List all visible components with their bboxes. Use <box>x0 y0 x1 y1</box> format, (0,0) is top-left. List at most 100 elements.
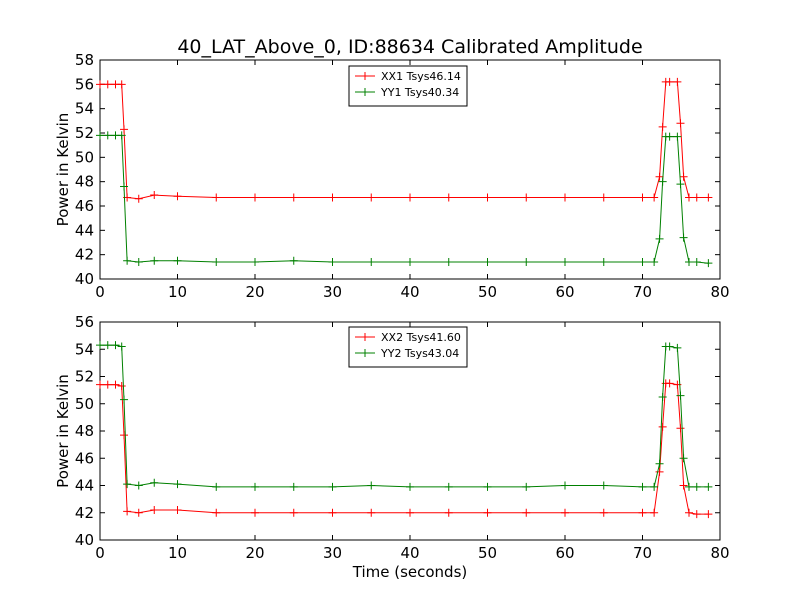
data-point <box>561 257 569 266</box>
y-tick-label: 46 <box>75 449 94 467</box>
data-point <box>704 193 713 202</box>
y-tick-label: 50 <box>75 148 94 166</box>
y-tick-label: 42 <box>75 504 94 522</box>
data-point <box>134 257 143 266</box>
legend-marker <box>361 333 369 341</box>
data-point <box>655 467 664 476</box>
data-point <box>96 80 104 89</box>
data-point <box>406 257 414 266</box>
y-tick-label: 40 <box>75 270 94 288</box>
data-point <box>134 481 143 490</box>
data-point <box>251 257 259 266</box>
y-tick-label: 48 <box>75 173 94 191</box>
data-point <box>103 80 112 89</box>
data-point <box>103 341 112 350</box>
data-point <box>658 422 667 431</box>
series-1 <box>96 379 713 519</box>
x-tick-label: 10 <box>168 544 187 562</box>
series-2 <box>96 131 713 268</box>
legend-label: XX2 Tsys41.60 <box>381 331 461 344</box>
data-point <box>650 193 659 202</box>
data-point <box>120 125 129 134</box>
data-point <box>289 256 298 265</box>
data-point <box>406 508 414 517</box>
data-point <box>685 508 693 517</box>
y-tick-label: 50 <box>75 395 94 413</box>
data-point <box>685 193 693 202</box>
data-point <box>638 193 647 202</box>
data-point <box>650 508 659 517</box>
x-tick-label: 0 <box>95 283 105 301</box>
data-point <box>655 234 664 243</box>
x-axis-label: Time (seconds) <box>352 563 468 581</box>
x-tick-label: 50 <box>478 544 497 562</box>
legend-label: XX1 Tsys46.14 <box>381 70 461 83</box>
data-point <box>599 481 608 490</box>
data-point <box>328 193 337 202</box>
data-point <box>679 481 688 490</box>
data-point <box>704 259 713 268</box>
data-point <box>483 193 492 202</box>
y-tick-label: 46 <box>75 197 94 215</box>
data-point <box>117 342 126 351</box>
data-point <box>665 132 674 141</box>
data-point <box>117 80 126 89</box>
y-tick-label: 42 <box>75 246 94 264</box>
data-point <box>650 482 659 491</box>
x-tick-label: 50 <box>478 283 497 301</box>
x-tick-label: 20 <box>245 283 264 301</box>
data-point <box>679 233 688 242</box>
data-point <box>673 343 682 352</box>
data-point <box>212 508 221 517</box>
y-tick-label: 52 <box>75 124 94 142</box>
data-point <box>658 122 667 131</box>
plot-panel-2: 0 10 20 30 40 50 60 70 80 40 42 44 46 48 50 52 54 56 Power… <box>54 313 730 581</box>
data-point <box>658 177 667 186</box>
x-tick-label: 10 <box>168 283 187 301</box>
data-point <box>685 482 693 491</box>
data-point <box>173 256 182 265</box>
data-point <box>103 380 112 389</box>
data-point <box>638 508 647 517</box>
data-point <box>123 507 132 516</box>
legend-label: YY2 Tsys43.04 <box>380 347 459 360</box>
data-point <box>704 482 713 491</box>
x-tick-label: 30 <box>323 544 342 562</box>
data-point <box>328 257 337 266</box>
legend: XX2 Tsys41.60 YY2 Tsys43.04 <box>348 326 468 368</box>
data-point <box>103 131 112 140</box>
data-point <box>123 256 132 265</box>
data-point <box>522 257 531 266</box>
data-point <box>704 510 713 519</box>
data-point <box>692 193 701 202</box>
data-point <box>367 257 376 266</box>
data-point <box>599 257 608 266</box>
data-point <box>173 192 182 201</box>
data-point <box>522 193 531 202</box>
legend: XX1 Tsys46.14 YY1 Tsys40.34 <box>348 65 468 107</box>
data-point <box>251 482 259 491</box>
data-point <box>150 478 159 487</box>
data-point <box>328 482 337 491</box>
x-tick-label: 40 <box>400 544 419 562</box>
data-point <box>117 131 126 140</box>
data-point <box>676 391 685 400</box>
data-point <box>251 193 259 202</box>
data-point <box>673 77 682 86</box>
data-point <box>328 508 337 517</box>
data-point <box>150 256 159 265</box>
data-point <box>289 193 298 202</box>
data-point <box>561 193 569 202</box>
data-point <box>120 182 129 191</box>
data-point <box>212 193 221 202</box>
legend-box <box>348 326 468 368</box>
data-point <box>638 257 647 266</box>
chart-title: 40_LAT_Above_0, ID:88634 Calibrated Ampl… <box>177 36 642 58</box>
data-point <box>655 459 664 468</box>
x-tick-label: 20 <box>245 544 264 562</box>
x-tick-label: 0 <box>95 544 105 562</box>
data-point <box>692 482 701 491</box>
data-point <box>638 482 647 491</box>
